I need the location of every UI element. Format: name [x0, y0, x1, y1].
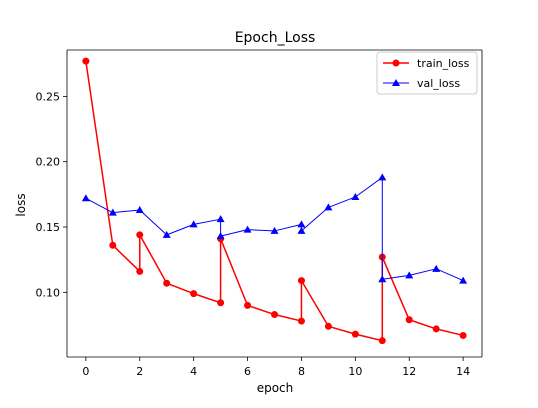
point-val-loss: [81, 194, 90, 202]
series-line-val-loss: [85, 176, 464, 282]
y-tick-label: 0.15: [36, 221, 61, 234]
x-tick-label: 0: [82, 365, 89, 378]
y-tick-label: 0.10: [36, 286, 61, 299]
point-val-loss: [378, 275, 387, 283]
point-train-loss: [324, 322, 332, 330]
point-train-loss: [244, 301, 252, 309]
y-tick-label: 0.25: [36, 90, 61, 103]
point-val-loss: [216, 215, 225, 223]
point-val-loss: [405, 271, 414, 279]
point-val-loss: [459, 276, 468, 284]
point-train-loss: [297, 277, 305, 285]
point-train-loss: [136, 231, 144, 239]
x-tick-label: 2: [136, 365, 143, 378]
y-tick-label: 0.20: [36, 156, 61, 169]
x-axis-label: epoch: [257, 381, 294, 395]
point-val-loss: [216, 232, 225, 240]
point-train-loss: [190, 290, 198, 298]
point-train-loss: [405, 316, 413, 324]
x-tick-label: 4: [190, 365, 197, 378]
x-tick-label: 6: [244, 365, 251, 378]
legend: train_loss val_loss: [376, 51, 478, 95]
x-tick-label: 12: [402, 365, 416, 378]
point-val-loss: [243, 225, 252, 233]
point-train-loss: [271, 311, 278, 319]
legend-train-loss-marker: [392, 59, 400, 67]
series-layer: [81, 57, 468, 345]
point-train-loss: [459, 331, 467, 339]
chart-title: Epoch_Loss: [235, 30, 316, 46]
point-train-loss: [136, 267, 144, 275]
point-val-loss: [351, 192, 360, 200]
point-train-loss: [297, 317, 305, 325]
point-train-loss: [163, 279, 171, 287]
point-val-loss: [189, 220, 198, 228]
point-train-loss: [109, 241, 117, 249]
legend-train-loss-label: train_loss: [417, 57, 470, 70]
point-train-loss: [432, 325, 440, 333]
point-val-loss: [378, 173, 387, 181]
x-tick-label: 10: [348, 365, 362, 378]
point-val-loss: [162, 230, 171, 238]
y-axis-label: loss: [14, 193, 28, 216]
point-val-loss: [270, 226, 279, 234]
point-train-loss: [351, 330, 359, 338]
point-val-loss: [297, 226, 306, 234]
x-tick-label: 8: [298, 365, 305, 378]
axes-layer: 0 2 4 6 8 10 12 14 0.10 0.15 0.20 0.25: [36, 49, 483, 378]
point-val-loss: [432, 264, 441, 272]
point-train-loss: [82, 57, 90, 65]
legend-val-loss-marker: [392, 79, 400, 86]
point-val-loss: [324, 203, 333, 211]
point-train-loss: [378, 337, 386, 345]
point-val-loss: [108, 208, 117, 216]
x-tick-label: 14: [456, 365, 470, 378]
point-train-loss: [217, 299, 225, 307]
point-val-loss: [297, 220, 306, 228]
legend-val-loss-label: val_loss: [417, 77, 460, 90]
point-val-loss: [135, 206, 144, 214]
